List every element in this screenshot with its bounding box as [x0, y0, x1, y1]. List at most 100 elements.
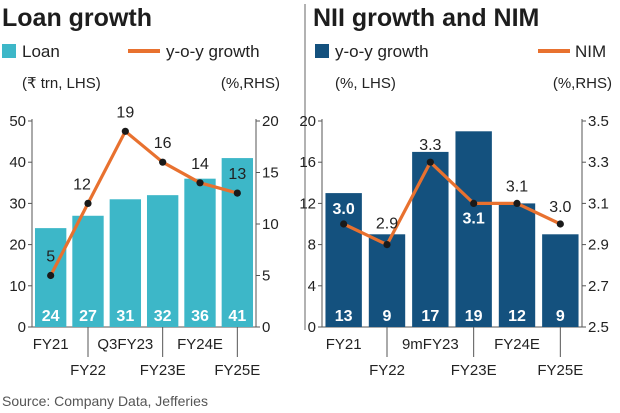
line-point: [159, 158, 167, 166]
bar-value-label: 31: [116, 308, 134, 325]
bar: [146, 195, 179, 327]
line-point: [47, 271, 55, 280]
bar-value-label: 41: [228, 308, 246, 325]
x-tick-label: FY23E: [451, 362, 497, 379]
plot-nii-growth: 0 4 8 12 16 20 2.5 2.7 2.9 3.1 3.3 3.5 13 9 17 19 12 9 FY2…: [299, 113, 609, 379]
line-series: [49, 129, 238, 277]
source-note: Source: Company Data, Jefferies: [2, 393, 208, 409]
y-right-tick-label: 3.5: [588, 113, 609, 130]
bar: [368, 234, 406, 327]
line-point: [470, 199, 478, 207]
y-right-tick-label: 10: [262, 216, 279, 233]
legend-label-loan: Loan: [22, 42, 60, 61]
bar-value-label: 36: [191, 308, 209, 325]
line-value-label: 3.0: [549, 199, 571, 216]
bar: [72, 215, 104, 327]
line-value-label: 13: [228, 166, 246, 183]
y-right-tick-label: 0: [262, 319, 270, 336]
y-left-tick-label: 0: [18, 319, 26, 336]
y-left-tick-label: 50: [9, 113, 26, 130]
y-left-tick-label: 20: [9, 237, 26, 254]
y-left-tick-label: 4: [308, 278, 316, 295]
unit-right-2: (%,RHS): [553, 75, 612, 92]
bar: [412, 151, 449, 327]
y-left-tick-label: 16: [299, 154, 316, 171]
line-value-label: 3.0: [333, 201, 355, 218]
unit-left-1: (₹ trn, LHS): [22, 75, 101, 92]
bar: [498, 203, 536, 327]
y-right-tick-label: 3.3: [588, 154, 609, 171]
line-value-label: 3.1: [463, 210, 485, 227]
line-point: [233, 189, 241, 197]
chart-title-loan: Loan growth: [2, 4, 152, 32]
bar: [455, 131, 492, 327]
x-tick-label: FY24E: [177, 336, 223, 353]
line-point: [383, 241, 391, 249]
y-left-tick-label: 20: [299, 113, 316, 130]
y-right-tick-label: 2.7: [588, 278, 609, 295]
bar: [221, 158, 254, 327]
x-tick-label: FY22: [369, 362, 405, 379]
line-value-label: 14: [191, 156, 209, 173]
x-tick-label: FY25E: [537, 362, 583, 379]
y-left-tick-label: 12: [299, 195, 316, 212]
x-tick-label: FY25E: [214, 362, 260, 379]
x-tick-label: FY22: [70, 362, 106, 379]
line-series: [342, 160, 562, 247]
y-left-tick-label: 0: [308, 319, 316, 336]
x-tick-label: 9mFY23: [402, 336, 459, 353]
legend-label-yoy-1: y-o-y growth: [166, 42, 260, 61]
y-right-tick-label: 5: [262, 268, 270, 285]
line-point: [196, 179, 204, 187]
x-tick-label: Q3FY23: [97, 336, 153, 353]
line-value-label: 2.9: [376, 216, 398, 233]
y-left-tick-label: 30: [9, 195, 26, 212]
line-point: [556, 220, 564, 228]
x-tick-label: FY23E: [140, 362, 186, 379]
bar-value-label: 9: [383, 308, 392, 325]
legend-swatch-loan: [2, 44, 16, 58]
unit-right-1: (%,RHS): [221, 75, 280, 92]
line-value-label: 3.3: [419, 137, 441, 154]
bar-value-label: 24: [42, 308, 60, 325]
y-right-tick-label: 3.1: [588, 195, 609, 212]
unit-left-2: (%, LHS): [335, 75, 396, 92]
bar-value-label: 9: [556, 308, 565, 325]
legend-label-nii: y-o-y growth: [335, 42, 429, 61]
line-value-label: 5: [46, 249, 55, 266]
line-point: [426, 158, 434, 166]
bar: [184, 178, 216, 327]
y-right-tick-label: 20: [262, 113, 279, 130]
y-left-tick-label: 8: [308, 237, 316, 254]
line-value-label: 3.1: [506, 178, 528, 195]
bar: [109, 199, 142, 327]
y-left-tick-label: 40: [9, 154, 26, 171]
bar-value-label: 32: [154, 308, 172, 325]
line-point: [340, 220, 348, 228]
line-point: [84, 199, 92, 207]
legend-swatch-nii: [315, 44, 329, 58]
x-tick-label: FY21: [326, 336, 362, 353]
bar-value-label: 17: [421, 308, 439, 325]
chart-title-nii: NII growth and NIM: [313, 4, 539, 32]
y-right-tick-label: 2.5: [588, 319, 609, 336]
bar: [325, 193, 362, 327]
legend-label-nim: NIM: [575, 42, 606, 61]
line-value-label: 19: [116, 104, 134, 121]
line-point: [513, 199, 521, 207]
bar-value-label: 12: [508, 308, 526, 325]
bar-value-label: 13: [335, 308, 353, 325]
y-left-tick-label: 10: [9, 278, 26, 295]
y-right-tick-label: 15: [262, 165, 279, 182]
y-right-tick-label: 2.9: [588, 237, 609, 254]
bar: [542, 234, 579, 327]
x-tick-label: FY24E: [494, 336, 540, 353]
bar-value-label: 19: [465, 308, 483, 325]
x-tick-label: FY21: [33, 336, 69, 353]
line-value-label: 12: [73, 176, 91, 193]
line-value-label: 16: [154, 135, 172, 152]
bar-value-label: 27: [79, 308, 97, 325]
